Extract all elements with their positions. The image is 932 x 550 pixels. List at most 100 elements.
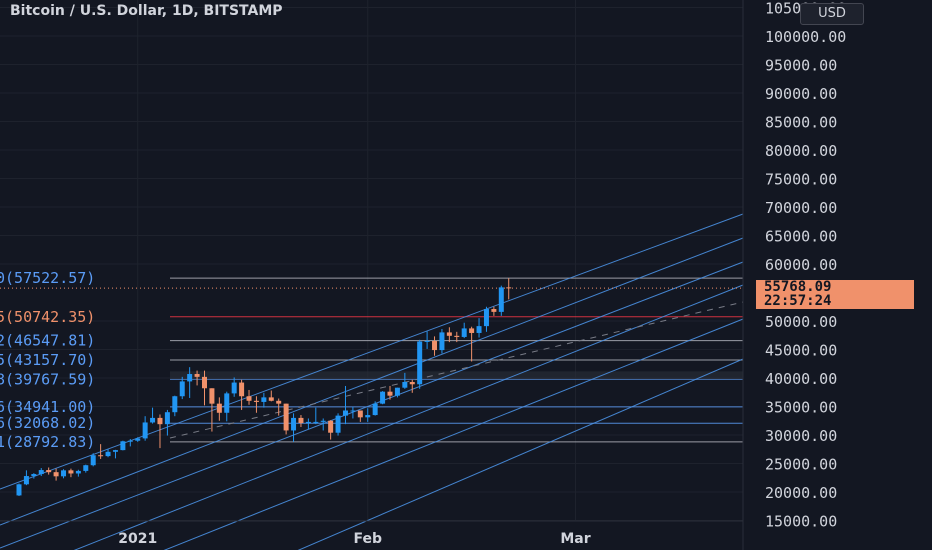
candle-body <box>98 455 104 457</box>
candle-body <box>239 382 245 397</box>
candle-body <box>305 421 311 424</box>
fib-level-label: 1(28792.83) <box>0 433 95 451</box>
candle-body <box>394 387 400 396</box>
candle-body <box>357 410 363 418</box>
fib-levels: 0(57522.57) 5(50742.35) 2(46547.81)5(43157… <box>0 269 743 451</box>
candle-body <box>194 374 200 377</box>
candle-body <box>172 396 178 413</box>
candle-body <box>483 309 489 327</box>
time-axis-label: Feb <box>353 531 382 547</box>
time-axis-label: 2021 <box>118 531 157 547</box>
fib-level-label: 2(46547.81) <box>0 332 95 350</box>
fib-level-label: 8(39767.59) <box>0 370 95 388</box>
channel-line <box>163 318 744 550</box>
candle-body <box>342 410 348 416</box>
fib-zone <box>170 371 743 380</box>
price-axis-label: 45000.00 <box>765 342 837 360</box>
price-axis-label: 85000.00 <box>765 114 837 132</box>
price-axis-label: 80000.00 <box>765 142 837 160</box>
price-axis-label: 35000.00 <box>765 399 837 417</box>
candle-body <box>291 417 297 431</box>
symbol-title: Bitcoin / U.S. Dollar, 1D, BITSTAMP <box>10 3 283 19</box>
candle-body <box>372 403 378 416</box>
candle-body <box>216 403 222 413</box>
price-axis-label: 95000.00 <box>765 57 837 75</box>
price-axis-label: 100000.00 <box>765 28 846 46</box>
price-axis-label: 40000.00 <box>765 370 837 388</box>
price-axis-panel <box>743 0 932 550</box>
candle-body <box>150 417 156 423</box>
candle-body <box>157 417 163 425</box>
fib-level-label: 5(43157.70) <box>0 351 95 369</box>
candle-body <box>68 470 74 474</box>
candle-body <box>506 287 512 289</box>
candlestick-series <box>16 278 512 496</box>
channel-line <box>0 261 744 549</box>
candle-body <box>231 382 237 394</box>
candle-body <box>38 470 44 475</box>
price-axis-label: 70000.00 <box>765 199 837 217</box>
channel-line <box>297 358 744 550</box>
fib-level-label: 6(32068.02) <box>0 414 95 432</box>
candle-body <box>313 421 319 423</box>
candle-body <box>127 440 133 442</box>
candle-body <box>498 287 504 312</box>
candle-body <box>276 400 282 404</box>
price-axis-label: 65000.00 <box>765 228 837 246</box>
candle-body <box>417 341 423 385</box>
candle-body <box>224 393 230 413</box>
candle-body <box>380 391 386 404</box>
currency-button[interactable]: USD <box>800 3 864 25</box>
candle-body <box>454 335 460 337</box>
candle-body <box>187 374 193 382</box>
candle-body <box>424 340 430 342</box>
candle-body <box>432 340 438 351</box>
price-axis-label: 20000.00 <box>765 484 837 502</box>
candle-body <box>446 332 452 336</box>
fib-level-label: 0(57522.57) <box>0 269 95 287</box>
candle-body <box>164 412 170 425</box>
candle-body <box>439 332 445 351</box>
candle-body <box>83 465 89 471</box>
candle-body <box>387 391 393 396</box>
candle-body <box>16 484 22 496</box>
candle-body <box>320 420 326 422</box>
channel-line <box>0 237 744 526</box>
candle-body <box>409 381 415 385</box>
price-axis-label: 75000.00 <box>765 171 837 189</box>
candle-body <box>298 417 304 424</box>
candle-body <box>53 472 59 477</box>
candle-body <box>268 397 274 401</box>
candle-body <box>335 415 341 433</box>
price-axis-label: 15000.00 <box>765 513 837 531</box>
candle-body <box>476 326 482 333</box>
candle-body <box>75 470 81 474</box>
candle-body <box>202 376 207 389</box>
candle-body <box>120 441 126 451</box>
current-price-tag: 55768.09 <box>756 280 914 295</box>
candle-body <box>61 470 67 477</box>
candle-body <box>179 381 185 397</box>
candle-body <box>112 450 118 452</box>
candle-body <box>31 474 37 477</box>
price-axis-label: 90000.00 <box>765 85 837 103</box>
candle-body <box>350 410 356 412</box>
channel-line <box>73 284 744 550</box>
candle-body <box>283 403 289 431</box>
candle-body <box>46 470 52 473</box>
candle-body <box>469 328 475 333</box>
price-axis-label: 25000.00 <box>765 456 837 474</box>
candle-body <box>253 400 259 402</box>
median-dashed-line <box>169 301 744 439</box>
candle-body <box>491 309 497 312</box>
candle-body <box>23 476 29 485</box>
candle-body <box>461 328 467 337</box>
candle-body <box>402 381 408 388</box>
price-axis-label: 50000.00 <box>765 313 837 331</box>
candle-body <box>365 415 371 418</box>
candle-body <box>105 451 111 457</box>
candle-body <box>261 397 267 402</box>
price-axis-label: 30000.00 <box>765 427 837 445</box>
